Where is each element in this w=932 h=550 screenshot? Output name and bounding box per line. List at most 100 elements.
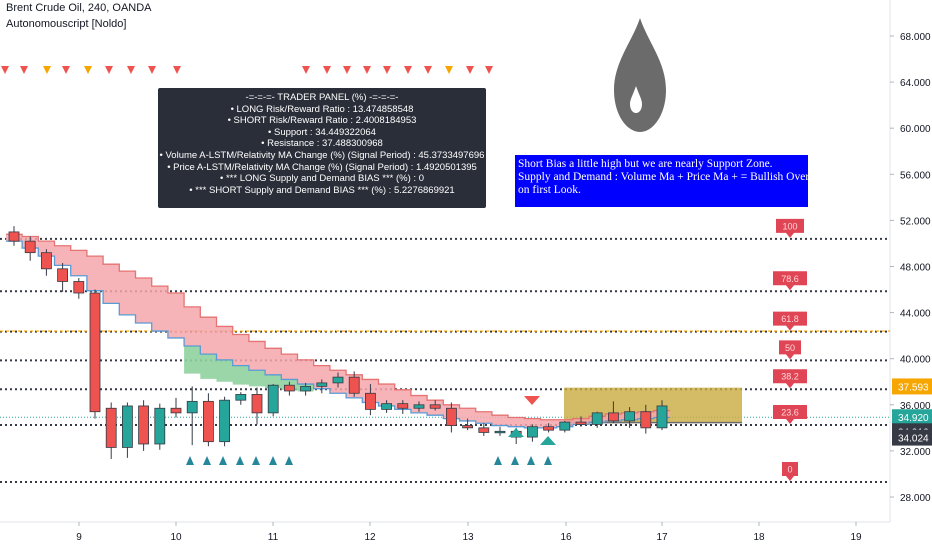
time-tick-label: 10 xyxy=(170,532,182,543)
buy-signal-icon xyxy=(544,456,552,465)
candle-body[interactable] xyxy=(73,281,85,294)
price-tick-label: 28.000 xyxy=(900,493,931,504)
buy-signal-icon xyxy=(285,456,293,465)
sell-signal-icon xyxy=(323,66,331,74)
candle-body[interactable] xyxy=(348,376,360,394)
fib-level-label: 50 xyxy=(785,343,795,353)
sell-marker-icon xyxy=(524,396,540,405)
sell-signal-icon xyxy=(445,66,453,74)
buy-marker-icon xyxy=(540,436,556,445)
sell-signal-icon xyxy=(43,66,51,74)
buy-signal-icon xyxy=(511,456,519,465)
buy-signal-icon xyxy=(269,456,277,465)
candle-body[interactable] xyxy=(624,411,635,422)
trader-panel-line: • SHORT Risk/Reward Ratio : 2.4008184953 xyxy=(227,115,417,127)
time-tick-label: 11 xyxy=(268,532,279,543)
candle-body[interactable] xyxy=(219,399,231,443)
trader-panel-line: • Resistance : 37.488300968 xyxy=(261,138,383,150)
trader-panel-line: • *** SHORT Supply and Demand BIAS *** (… xyxy=(189,184,455,196)
sell-signal-icon xyxy=(363,66,371,74)
oil-drop-icon xyxy=(614,18,666,132)
trader-panel-line: • Volume A-LSTM/Relativity MA Change (%)… xyxy=(159,149,485,161)
price-tick-label: 52.000 xyxy=(900,216,931,227)
buy-signal-icon xyxy=(527,456,535,465)
time-tick-label: 16 xyxy=(560,532,572,543)
candle-body[interactable] xyxy=(543,426,554,431)
candle-body[interactable] xyxy=(527,426,538,438)
note-line: on first Look. xyxy=(518,184,581,196)
indicator-name[interactable]: Autonomouscript [Noldo] xyxy=(6,18,127,30)
candle-body[interactable] xyxy=(591,412,603,425)
candle-body[interactable] xyxy=(364,392,376,410)
candle-body[interactable] xyxy=(235,394,247,401)
trader-panel: -=-=-=- TRADER PANEL (%) -=-=-=- • LONG … xyxy=(158,88,486,208)
price-label-text: 34.920 xyxy=(898,413,929,424)
candle-body[interactable] xyxy=(462,425,474,429)
time-tick-label: 19 xyxy=(850,532,862,543)
candle-body[interactable] xyxy=(445,407,457,426)
sell-signal-icon xyxy=(404,66,412,74)
indicator-line-upper xyxy=(5,233,671,421)
candle-body[interactable] xyxy=(8,231,20,242)
candle-body[interactable] xyxy=(105,407,117,448)
buy-signal-icon xyxy=(252,456,260,465)
candle-body[interactable] xyxy=(478,427,490,433)
trader-panel-line: • LONG Risk/Reward Ratio : 13.474858548 xyxy=(230,103,414,115)
candle-body[interactable] xyxy=(122,405,133,448)
candle-body[interactable] xyxy=(608,412,619,422)
candle-body[interactable] xyxy=(413,404,425,409)
price-tick-label: 68.000 xyxy=(900,32,931,43)
sell-signal-icon xyxy=(127,66,135,74)
oil-drop-highlight-icon xyxy=(630,86,642,113)
candle-body[interactable] xyxy=(332,376,344,384)
price-tick-label: 36.000 xyxy=(900,401,931,412)
time-tick-label: 18 xyxy=(753,532,765,543)
candle-body[interactable] xyxy=(186,400,198,414)
candle-body[interactable] xyxy=(397,403,409,409)
candle-body[interactable] xyxy=(316,382,328,387)
sell-signal-icon xyxy=(62,66,70,74)
candle-body[interactable] xyxy=(202,400,214,443)
sell-signal-icon xyxy=(424,66,432,74)
candle-body[interactable] xyxy=(170,407,182,414)
candle-body[interactable] xyxy=(24,240,36,254)
candle-body[interactable] xyxy=(494,430,506,434)
sell-signal-icon xyxy=(173,66,181,74)
time-tick-label: 17 xyxy=(656,532,668,543)
note-line: Supply and Demand : Volume Ma + Price Ma… xyxy=(518,171,832,183)
candle-body[interactable] xyxy=(429,404,441,409)
candle-body[interactable] xyxy=(138,405,150,445)
note-annotation[interactable]: Short Bias a little high but we are near… xyxy=(515,155,832,207)
price-label-badge xyxy=(892,409,932,426)
fib-level-flag xyxy=(773,271,807,291)
fib-level-flag xyxy=(779,340,801,360)
sell-signal-icon xyxy=(302,66,310,74)
fib-level-label: 23.6 xyxy=(781,407,799,417)
fib-level-flag xyxy=(776,218,804,238)
candle-body[interactable] xyxy=(283,384,295,392)
candle-body[interactable] xyxy=(57,268,68,282)
price-tick-label: 64.000 xyxy=(900,78,931,89)
candle-body[interactable] xyxy=(89,292,101,413)
price-tick-label: 60.000 xyxy=(900,124,931,135)
candle-body[interactable] xyxy=(267,384,279,414)
candle-body[interactable] xyxy=(300,385,312,392)
candle-body[interactable] xyxy=(559,421,571,431)
candle-body[interactable] xyxy=(381,403,393,410)
symbol-title[interactable]: Brent Crude Oil, 240, OANDA xyxy=(6,2,152,14)
candle-body[interactable] xyxy=(154,407,166,445)
candle-body[interactable] xyxy=(640,411,652,429)
sell-signal-icon xyxy=(105,66,113,74)
sell-signal-icon xyxy=(148,66,156,74)
candle-body[interactable] xyxy=(251,394,263,414)
sell-signal-icon xyxy=(20,66,28,74)
buy-signal-icon xyxy=(236,456,244,465)
buy-signal-icon xyxy=(203,456,211,465)
candle-body[interactable] xyxy=(41,252,52,270)
candle-body[interactable] xyxy=(575,421,587,425)
price-label-badge xyxy=(892,378,932,395)
candle-body[interactable] xyxy=(656,405,668,429)
sell-signal-icon xyxy=(383,66,391,74)
